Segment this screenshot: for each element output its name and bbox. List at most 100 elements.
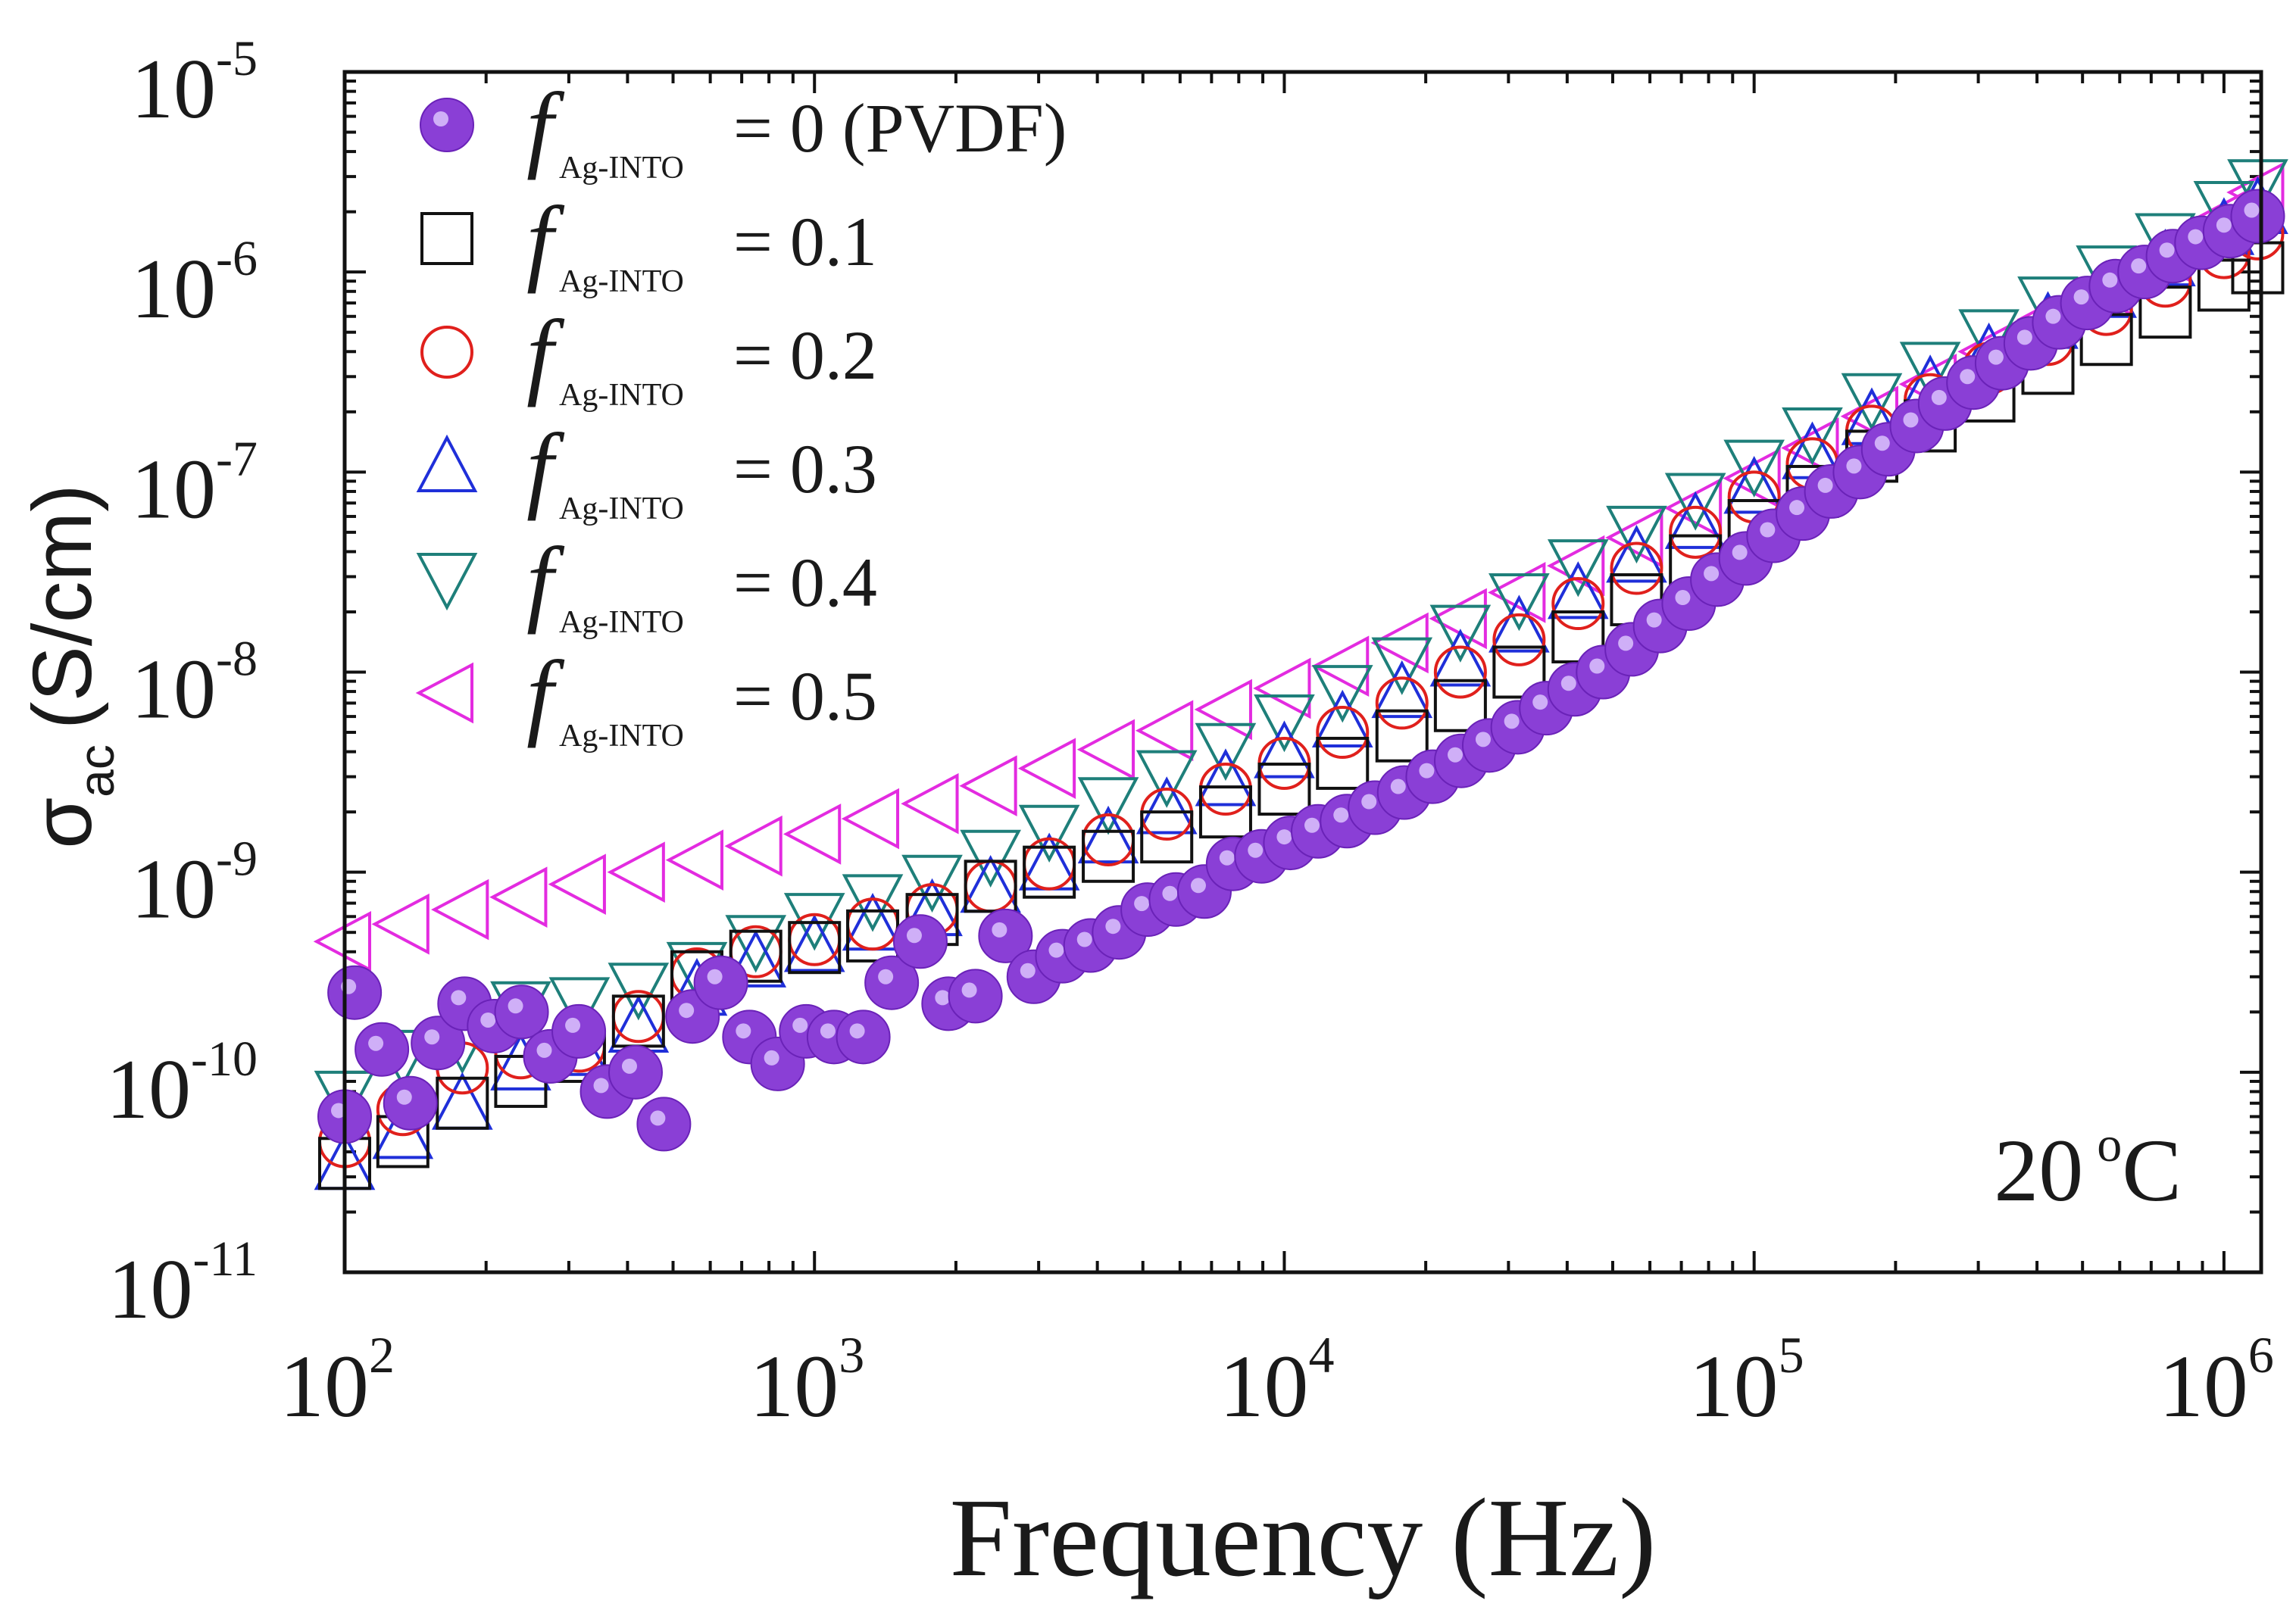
data-point [1371, 637, 1433, 695]
legend-marker [416, 434, 478, 492]
marker-highlight [621, 1058, 637, 1074]
data-point [1023, 845, 1076, 899]
marker-highlight [2102, 272, 2118, 288]
marker-highlight [1304, 817, 1320, 833]
marker-highlight [2244, 202, 2260, 218]
legend-label: = 0.2 [733, 317, 877, 394]
marker-highlight [424, 1029, 440, 1045]
marker-highlight [1817, 477, 1833, 493]
x-tick-base: 10 [1219, 1337, 1308, 1436]
marker-highlight [536, 1042, 552, 1058]
marker-highlight [1960, 369, 1976, 385]
data-point [1664, 473, 1726, 531]
legend-subscript: Ag-INTO [559, 719, 684, 754]
marker-highlight [396, 1089, 412, 1105]
data-point [1375, 676, 1429, 730]
y-tick-label: 10-8 [131, 632, 258, 737]
y-tick-base: 10 [131, 843, 216, 937]
marker-highlight [1589, 658, 1605, 674]
marker-highlight [1248, 842, 1264, 858]
marker-highlight [1846, 458, 1862, 474]
data-point [383, 1075, 438, 1131]
temperature-annotation: 20 oC [1994, 1117, 2182, 1220]
legend-label: = 0.3 [733, 430, 877, 507]
data-point [901, 772, 959, 835]
data-point [1606, 505, 1667, 564]
data-point [355, 1022, 410, 1077]
marker-highlight [764, 1050, 779, 1066]
legend-label: = 0.5 [733, 657, 877, 735]
temperature-unit: C [2122, 1121, 2182, 1220]
legend-entry: f Ag-INTO= 0.2 [420, 300, 877, 413]
data-point [607, 841, 665, 903]
x-tick-base: 10 [2159, 1337, 2248, 1436]
x-tick-base: 10 [749, 1337, 839, 1436]
marker-highlight [1276, 829, 1292, 845]
data-point [841, 788, 900, 850]
legend-marker [416, 553, 478, 611]
marker-highlight [593, 1078, 609, 1094]
degree-superscript: o [2097, 1117, 2122, 1172]
y-tick-label: 10-5 [131, 31, 258, 136]
data-point [836, 1009, 891, 1065]
data-point [1136, 750, 1198, 808]
data-point [901, 854, 963, 913]
data-point [1198, 785, 1252, 839]
marker-highlight [1048, 942, 1064, 958]
marker-highlight [1760, 522, 1776, 538]
y-tick-exponent: -8 [216, 632, 258, 687]
marker-highlight [1390, 779, 1406, 794]
marker-highlight [992, 922, 1007, 938]
marker-highlight [1532, 694, 1548, 710]
marker-highlight [451, 990, 467, 1006]
x-tick-label: 104 [1219, 1326, 1334, 1436]
data-point [431, 878, 489, 941]
data-point [1492, 645, 1546, 699]
data-point [1551, 577, 1605, 631]
data-point [783, 804, 842, 865]
y-tick-label: 10-6 [131, 231, 258, 336]
marker-highlight [1618, 635, 1634, 651]
legend-label: = 0.1 [733, 203, 877, 280]
data-point [636, 1097, 692, 1152]
marker-highlight [650, 1110, 666, 1126]
marker-highlight [878, 969, 894, 984]
data-point [1316, 736, 1370, 790]
x-tick-label: 105 [1689, 1326, 1804, 1436]
data-point [1899, 342, 1961, 400]
data-point [2230, 189, 2285, 244]
data-point [2197, 258, 2251, 312]
x-tick-exponent: 5 [1779, 1326, 1804, 1384]
marker-highlight [2188, 229, 2204, 245]
legend-entry: f Ag-INTO= 0.1 [420, 186, 877, 299]
data-point [1311, 665, 1373, 723]
data-point [1082, 829, 1136, 883]
data-point [964, 860, 1017, 913]
marker-highlight [1560, 676, 1576, 691]
data-point [1316, 706, 1370, 760]
legend-subscript: Ag-INTO [559, 378, 684, 413]
data-point [1076, 719, 1136, 781]
marker-highlight [1333, 807, 1349, 823]
data-point [1488, 573, 1550, 632]
data-point [665, 829, 724, 891]
data-point [864, 955, 920, 1010]
data-point [2227, 159, 2288, 217]
y-tick-label: 10-11 [108, 1231, 258, 1337]
marker-highlight [1504, 713, 1520, 729]
data-point [725, 915, 787, 973]
x-tick-labels: 102 103 104 105 106 [280, 1326, 2274, 1436]
y-tick-label: 10-10 [106, 1031, 258, 1137]
y-tick-label: 10-7 [131, 431, 258, 536]
data-point [1433, 679, 1487, 732]
legend-entry: f Ag-INTO= 0.5 [415, 641, 877, 754]
data-point [494, 984, 549, 1040]
data-point [1077, 805, 1139, 864]
y-tick-base: 10 [131, 442, 216, 536]
marker-highlight [707, 969, 723, 984]
data-point [1140, 810, 1194, 864]
data-point [1195, 748, 1257, 807]
marker-highlight [1190, 878, 1206, 894]
marker-highlight [368, 1035, 384, 1051]
plot-area [313, 159, 2288, 1190]
